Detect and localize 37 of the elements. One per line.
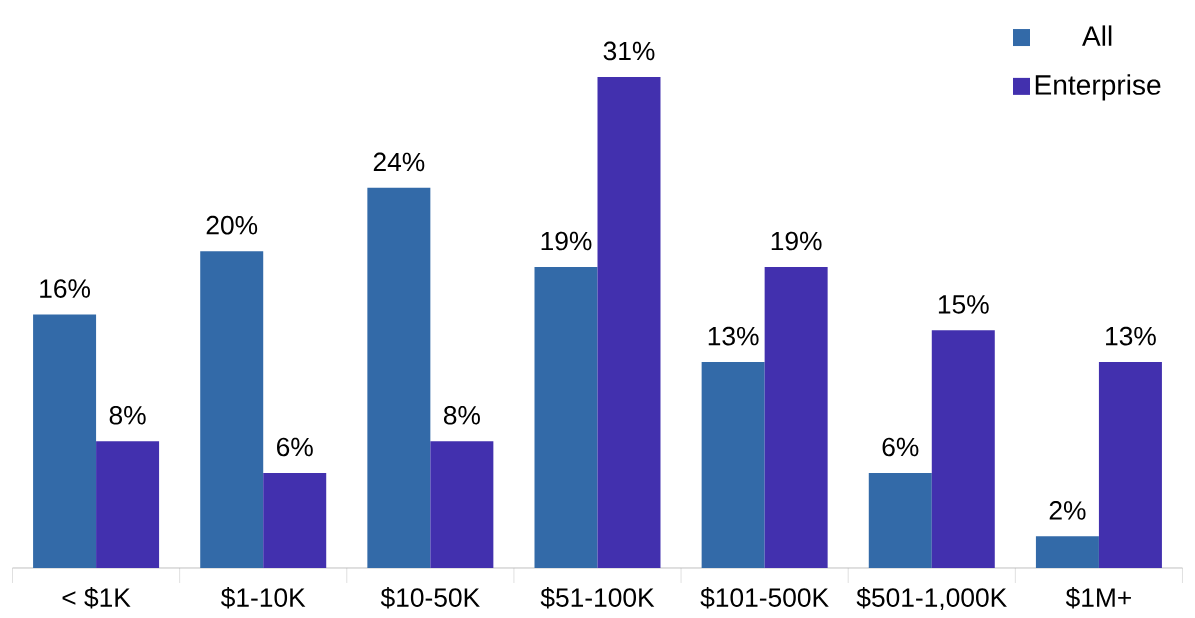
x-tick-label: $51-100K [540, 587, 655, 609]
bar [430, 441, 494, 568]
bar [597, 76, 661, 568]
data-label: 31% [603, 41, 655, 61]
data-label: 16% [40, 279, 90, 298]
data-label: 24% [373, 152, 425, 172]
data-label: 8% [443, 405, 480, 425]
bar [1098, 362, 1162, 568]
data-label: 2% [1049, 501, 1086, 520]
x-tick-label: $1-10K [221, 587, 306, 609]
x-tick-label: $1M+ [1065, 587, 1131, 609]
data-label: 20% [206, 215, 258, 235]
data-label: 6% [882, 437, 919, 457]
data-label: 8% [109, 405, 146, 425]
legend-label: All [1082, 25, 1112, 46]
x-tick-label: < $1K [62, 587, 131, 609]
x-tick-label: $10-50K [380, 587, 480, 609]
data-label: 13% [708, 326, 759, 346]
bar [764, 267, 828, 568]
bar [33, 314, 97, 568]
bar [367, 187, 431, 568]
bar [931, 330, 995, 568]
data-label: 15% [938, 295, 989, 314]
bar [701, 362, 765, 568]
bar [200, 251, 264, 568]
x-tick-label: $101-500K [700, 587, 829, 609]
x-tick-label: $501-1,000K [856, 587, 1007, 610]
bar [868, 472, 932, 568]
data-label: 19% [771, 231, 822, 251]
data-label: 6% [277, 437, 313, 457]
bar [1035, 536, 1099, 568]
bar [263, 472, 327, 568]
legend-label: Enterprise [1035, 74, 1161, 101]
bar [534, 267, 598, 568]
bar [96, 441, 160, 568]
data-label: 13% [1106, 326, 1156, 346]
data-label: 19% [541, 231, 592, 251]
